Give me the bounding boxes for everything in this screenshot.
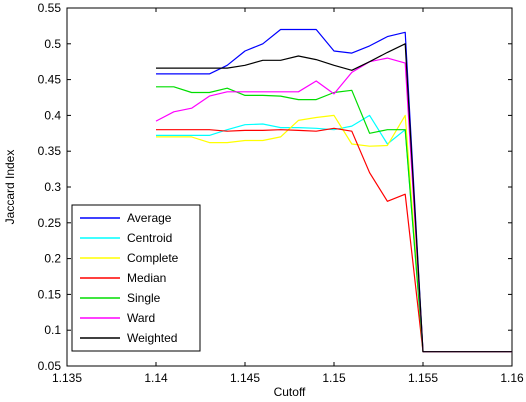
series-layer: [155, 28, 512, 353]
x-tick-label: 1.14: [144, 371, 168, 385]
legend-label-single: Single: [127, 291, 161, 305]
y-tick-label: 0.05: [38, 359, 62, 373]
legend-label-centroid: Centroid: [127, 231, 172, 245]
series-line-weighted: [156, 43, 512, 353]
x-axis-title: Cutoff: [274, 385, 306, 399]
series-line-complete: [156, 114, 512, 353]
x-tick-label: 1.15: [322, 371, 346, 385]
series-line-median: [156, 127, 512, 353]
legend-label-ward: Ward: [127, 311, 155, 325]
legend-label-average: Average: [127, 211, 172, 225]
y-tick-label: 0.1: [44, 323, 61, 337]
y-axis-title: Jaccard Index: [3, 150, 17, 225]
y-tick-label: 0.2: [44, 252, 61, 266]
y-tick-label: 0.15: [38, 287, 62, 301]
y-tick-label: 0.55: [38, 1, 62, 15]
x-tick-label: 1.155: [408, 371, 438, 385]
y-tick-label: 0.4: [44, 108, 61, 122]
legend-label-median: Median: [127, 271, 166, 285]
legend-label-complete: Complete: [127, 251, 179, 265]
legend-label-weighted: Weighted: [127, 331, 177, 345]
series-line-ward: [155, 57, 512, 353]
x-tick-label: 1.16: [500, 371, 524, 385]
series-line-single: [156, 86, 512, 353]
x-tick-label: 1.135: [52, 371, 82, 385]
y-tick-label: 0.45: [38, 73, 62, 87]
y-tick-label: 0.25: [38, 216, 62, 230]
y-tick-label: 0.5: [44, 37, 61, 51]
axis-ticks: 1.135 1.14 1.145 1.15 1.155 1.16 0.05 0.1 0.15 0.…: [38, 1, 524, 385]
y-tick-label: 0.3: [44, 180, 61, 194]
y-tick-label: 0.35: [38, 144, 62, 158]
x-tick-label: 1.145: [230, 371, 260, 385]
legend: Average Centroid Complete Median Single Ward W…: [71, 204, 201, 352]
